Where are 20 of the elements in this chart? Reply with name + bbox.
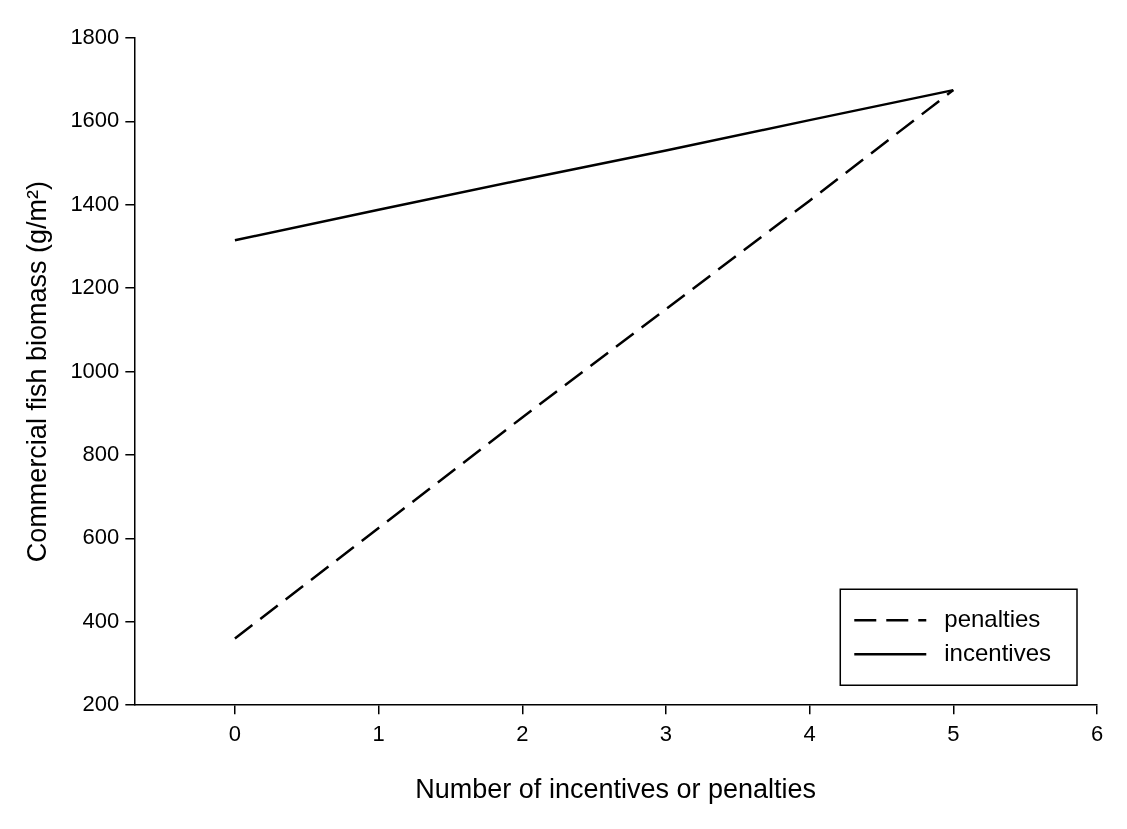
x-tick-label: 1 — [372, 721, 385, 747]
y-tick-label: 800 — [82, 441, 120, 467]
x-tick-label: 4 — [803, 721, 816, 747]
y-tick-label: 1000 — [70, 357, 120, 383]
legend-label: incentives — [944, 638, 1052, 666]
x-tick-label: 6 — [1090, 721, 1104, 747]
x-tick-label: 5 — [947, 721, 960, 747]
x-axis-title: Number of incentives or penalties — [415, 774, 817, 805]
y-tick-label: 600 — [82, 524, 120, 550]
y-tick-label: 1600 — [70, 107, 120, 133]
x-tick-label: 0 — [228, 721, 242, 747]
x-tick-label: 3 — [659, 721, 673, 747]
y-axis-title: Commercial fish biomass (g/m²) — [21, 181, 52, 563]
y-tick-label: 1400 — [70, 190, 120, 216]
y-tick-label: 400 — [82, 607, 120, 633]
x-tick-label: 2 — [516, 721, 529, 747]
y-tick-label: 200 — [82, 691, 120, 717]
legend-label: penalties — [944, 604, 1041, 632]
y-tick-label: 1800 — [70, 24, 120, 50]
y-tick-label: 1200 — [70, 274, 120, 300]
